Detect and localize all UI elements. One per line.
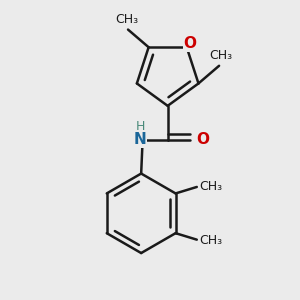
Text: O: O <box>184 36 197 51</box>
Text: N: N <box>134 132 147 147</box>
Text: CH₃: CH₃ <box>200 234 223 247</box>
Text: O: O <box>196 132 209 147</box>
Text: CH₃: CH₃ <box>115 13 138 26</box>
Text: CH₃: CH₃ <box>209 49 232 62</box>
Text: H: H <box>136 120 145 133</box>
Text: CH₃: CH₃ <box>200 180 223 193</box>
